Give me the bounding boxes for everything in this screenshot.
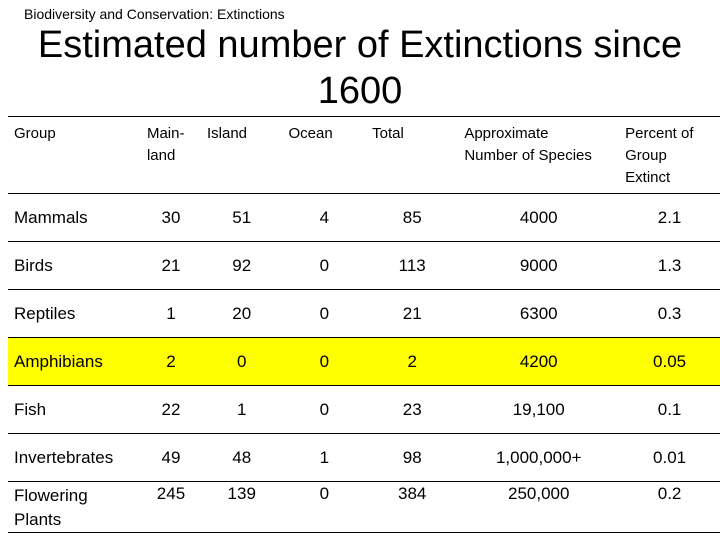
cell-species: 9000 <box>458 241 620 290</box>
header-percent: Percent of Group Extinct <box>619 116 720 194</box>
cell-percent: 0.1 <box>619 385 720 434</box>
cell-percent: 0.01 <box>619 433 720 482</box>
cell-group: Invertebrates <box>8 433 141 482</box>
header-group: Group <box>8 116 141 194</box>
cell-island: 139 <box>201 481 283 533</box>
header-total: Total <box>366 116 459 194</box>
cell-island: 1 <box>201 385 283 434</box>
cell-species: 19,100 <box>458 385 620 434</box>
cell-group: Mammals <box>8 193 141 242</box>
cell-percent: 2.1 <box>619 193 720 242</box>
header-mainland: Main-land <box>140 116 201 194</box>
cell-percent: 0.2 <box>619 481 720 533</box>
cell-mainland: 49 <box>140 433 201 482</box>
table-row: Reptiles 1 20 0 21 6300 0.3 <box>8 289 720 338</box>
table-header-row: Group Main-land Island Ocean Total Approximat… <box>8 116 720 194</box>
cell-ocean: 0 <box>282 337 367 386</box>
cell-mainland: 1 <box>140 289 201 338</box>
cell-mainland: 2 <box>140 337 201 386</box>
cell-group: Reptiles <box>8 289 141 338</box>
cell-total: 98 <box>366 433 459 482</box>
cell-ocean: 4 <box>282 193 367 242</box>
cell-island: 20 <box>201 289 283 338</box>
cell-island: 51 <box>201 193 283 242</box>
cell-mainland: 22 <box>140 385 201 434</box>
cell-mainland: 245 <box>140 481 201 533</box>
extinctions-table: Group Main-land Island Ocean Total Approximat… <box>8 116 720 533</box>
page-title: Estimated number of Extinctions since 16… <box>37 24 683 112</box>
cell-group: Birds <box>8 241 141 290</box>
breadcrumb: Biodiversity and Conservation: Extinctio… <box>24 6 285 22</box>
cell-species: 1,000,000+ <box>458 433 620 482</box>
header-ocean: Ocean <box>282 116 367 194</box>
cell-total: 85 <box>366 193 459 242</box>
cell-island: 48 <box>201 433 283 482</box>
cell-percent: 0.05 <box>619 337 720 386</box>
cell-ocean: 0 <box>282 481 367 533</box>
cell-group: Fish <box>8 385 141 434</box>
header-island: Island <box>201 116 283 194</box>
table-row: Birds 21 92 0 113 9000 1.3 <box>8 241 720 290</box>
cell-group: Flowering Plants <box>8 481 141 533</box>
table-row: Fish 22 1 0 23 19,100 0.1 <box>8 385 720 434</box>
cell-ocean: 1 <box>282 433 367 482</box>
cell-species: 4200 <box>458 337 620 386</box>
cell-percent: 0.3 <box>619 289 720 338</box>
cell-species: 250,000 <box>458 481 620 533</box>
table-row: Amphibians 2 0 0 2 4200 0.05 <box>8 337 720 386</box>
cell-total: 113 <box>366 241 459 290</box>
cell-percent: 1.3 <box>619 241 720 290</box>
table-row: Mammals 30 51 4 85 4000 2.1 <box>8 193 720 242</box>
cell-island: 0 <box>201 337 283 386</box>
cell-total: 384 <box>366 481 459 533</box>
cell-ocean: 0 <box>282 385 367 434</box>
cell-group: Amphibians <box>8 337 141 386</box>
table-row: Flowering Plants 245 139 0 384 250,000 0.2 <box>8 481 720 533</box>
cell-species: 6300 <box>458 289 620 338</box>
cell-island: 92 <box>201 241 283 290</box>
cell-mainland: 30 <box>140 193 201 242</box>
cell-ocean: 0 <box>282 241 367 290</box>
table-row: Invertebrates 49 48 1 98 1,000,000+ 0.01 <box>8 433 720 482</box>
cell-species: 4000 <box>458 193 620 242</box>
cell-mainland: 21 <box>140 241 201 290</box>
cell-total: 23 <box>366 385 459 434</box>
cell-total: 2 <box>366 337 459 386</box>
cell-ocean: 0 <box>282 289 367 338</box>
header-species: Approximate Number of Species <box>458 116 620 194</box>
cell-total: 21 <box>366 289 459 338</box>
